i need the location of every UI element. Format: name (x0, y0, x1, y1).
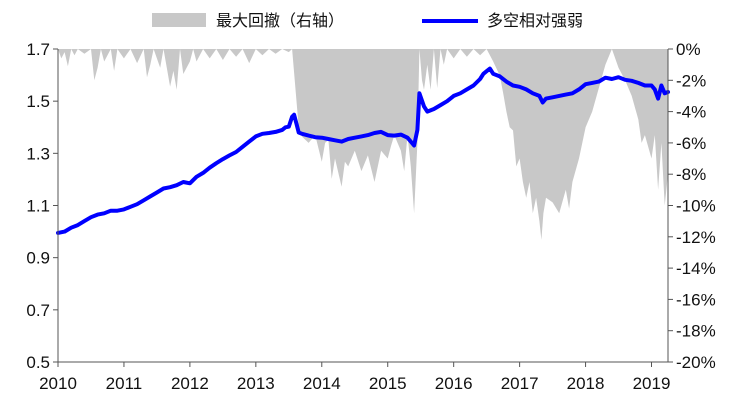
y-right-tick-label: -6% (676, 134, 706, 153)
y-left-tick-label: 0.7 (26, 301, 50, 320)
y-right-tick-labels: 0% -2% -4% -6% -8% -10% -12% -14% -16% -18% -20% (676, 40, 716, 372)
x-tick-label: 2019 (633, 374, 671, 393)
x-tick-label: 2018 (567, 374, 605, 393)
y-right-tick-label: -14% (676, 259, 716, 278)
legend-label-relative: 多空相对强弱 (487, 11, 583, 30)
y-right-tick-label: -20% (676, 353, 716, 372)
y-right-tick-label: -16% (676, 290, 716, 309)
x-tick-label: 2017 (501, 374, 539, 393)
legend-label-drawdown: 最大回撤（右轴） (216, 11, 344, 30)
y-right-tick-label: -8% (676, 165, 706, 184)
y-left-tick-label: 1.3 (26, 144, 50, 163)
y-right-tick-label: -4% (676, 103, 706, 122)
y-right-tick-label: -12% (676, 228, 716, 247)
y-left-tick-labels: 0.5 0.7 0.9 1.1 1.3 1.5 1.7 (26, 40, 50, 372)
relative-strength-series (56, 66, 670, 235)
x-tick-label: 2012 (171, 374, 209, 393)
drawdown-area (58, 49, 668, 240)
y-right-tick-label: -10% (676, 197, 716, 216)
y-left-tick-label: 1.1 (26, 197, 50, 216)
y-left-tick-label: 0.5 (26, 353, 50, 372)
x-tick-label: 2013 (237, 374, 275, 393)
legend: 最大回撤（右轴） 多空相对强弱 (152, 11, 583, 30)
y-right-tick-label: -18% (676, 322, 716, 341)
drawdown-series (58, 49, 668, 240)
x-tick-label: 2015 (369, 374, 407, 393)
y-right-tick-label: 0% (676, 40, 701, 59)
x-tick-label: 2011 (106, 374, 143, 393)
x-tick-label: 2010 (39, 374, 77, 393)
y-left-tick-label: 1.5 (26, 92, 50, 111)
x-tick-label: 2016 (435, 374, 473, 393)
y-right-tick-label: -2% (676, 71, 706, 90)
relative-strength-line (56, 66, 670, 235)
x-tick-labels: 2010 2011 2012 2013 2014 2015 2016 2017 2018 2019 (39, 374, 670, 393)
y-left-tick-label: 1.7 (26, 40, 50, 59)
x-tick-label: 2014 (303, 374, 341, 393)
y-left-tick-label: 0.9 (26, 249, 50, 268)
axes (53, 48, 673, 367)
legend-swatch-drawdown (152, 13, 206, 27)
